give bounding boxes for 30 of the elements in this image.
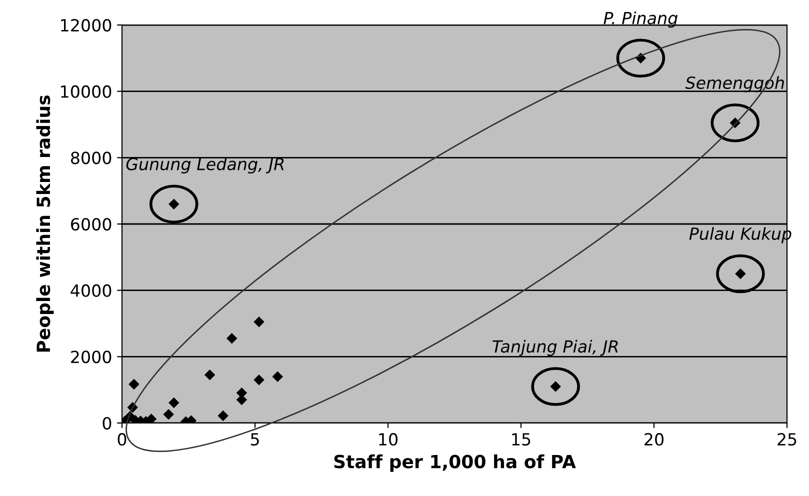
- y-tick-label: 6000: [71, 218, 112, 231]
- y-tick-label: 0: [102, 416, 112, 430]
- y-tick-label: 8000: [70, 152, 112, 164]
- point: [254, 316, 264, 328]
- x-tick-label: 0: [118, 433, 126, 446]
- point: [204, 370, 216, 380]
- y-tick-label: 4000: [70, 284, 112, 297]
- point: [128, 378, 140, 390]
- point: [550, 381, 561, 392]
- point: [226, 333, 238, 344]
- point: [254, 374, 264, 386]
- y-axis-title: People within 5km radius: [36, 96, 54, 352]
- point: [168, 397, 180, 408]
- x-tick-label: 10: [379, 433, 398, 446]
- x-tick-label: 20: [644, 433, 664, 446]
- point: [163, 408, 174, 420]
- point: [735, 268, 746, 280]
- point: [168, 198, 180, 210]
- y-tick-label: 2000: [71, 350, 112, 364]
- point: [272, 371, 283, 382]
- y-tick-label: 12000: [61, 18, 112, 32]
- x-tick-label: 15: [512, 433, 530, 446]
- annotation: Tanjung Piai, JR: [492, 340, 618, 356]
- annotation: P. Pinang: [604, 11, 678, 28]
- x-axis-title: Staff per 1,000 ha of PA: [334, 454, 576, 472]
- y-tick-label: 10000: [61, 85, 112, 98]
- annotation: Gunung Ledang, JR: [126, 157, 284, 174]
- x-tick-label: 5: [250, 433, 259, 446]
- x-tick-label: 25: [778, 433, 796, 446]
- point: [218, 410, 228, 422]
